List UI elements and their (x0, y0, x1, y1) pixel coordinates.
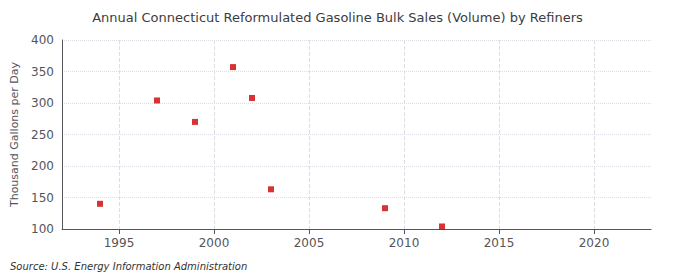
svg-text:100: 100 (31, 222, 54, 236)
svg-text:Annual Connecticut Reformulate: Annual Connecticut Reformulated Gasoline… (92, 10, 583, 25)
svg-text:2010: 2010 (389, 236, 420, 250)
svg-text:2020: 2020 (579, 236, 610, 250)
svg-text:Thousand Gallons per Day: Thousand Gallons per Day (8, 61, 21, 208)
svg-text:250: 250 (31, 128, 54, 142)
svg-text:2005: 2005 (294, 236, 325, 250)
svg-text:350: 350 (31, 65, 54, 79)
svg-text:300: 300 (31, 96, 54, 110)
svg-text:2000: 2000 (199, 236, 230, 250)
svg-text:400: 400 (31, 33, 54, 47)
svg-text:Source: U.S. Energy Informatio: Source: U.S. Energy Information Administ… (10, 261, 247, 272)
svg-text:200: 200 (31, 159, 54, 173)
svg-text:150: 150 (31, 191, 54, 205)
svg-text:2015: 2015 (484, 236, 515, 250)
svg-text:1995: 1995 (104, 236, 135, 250)
